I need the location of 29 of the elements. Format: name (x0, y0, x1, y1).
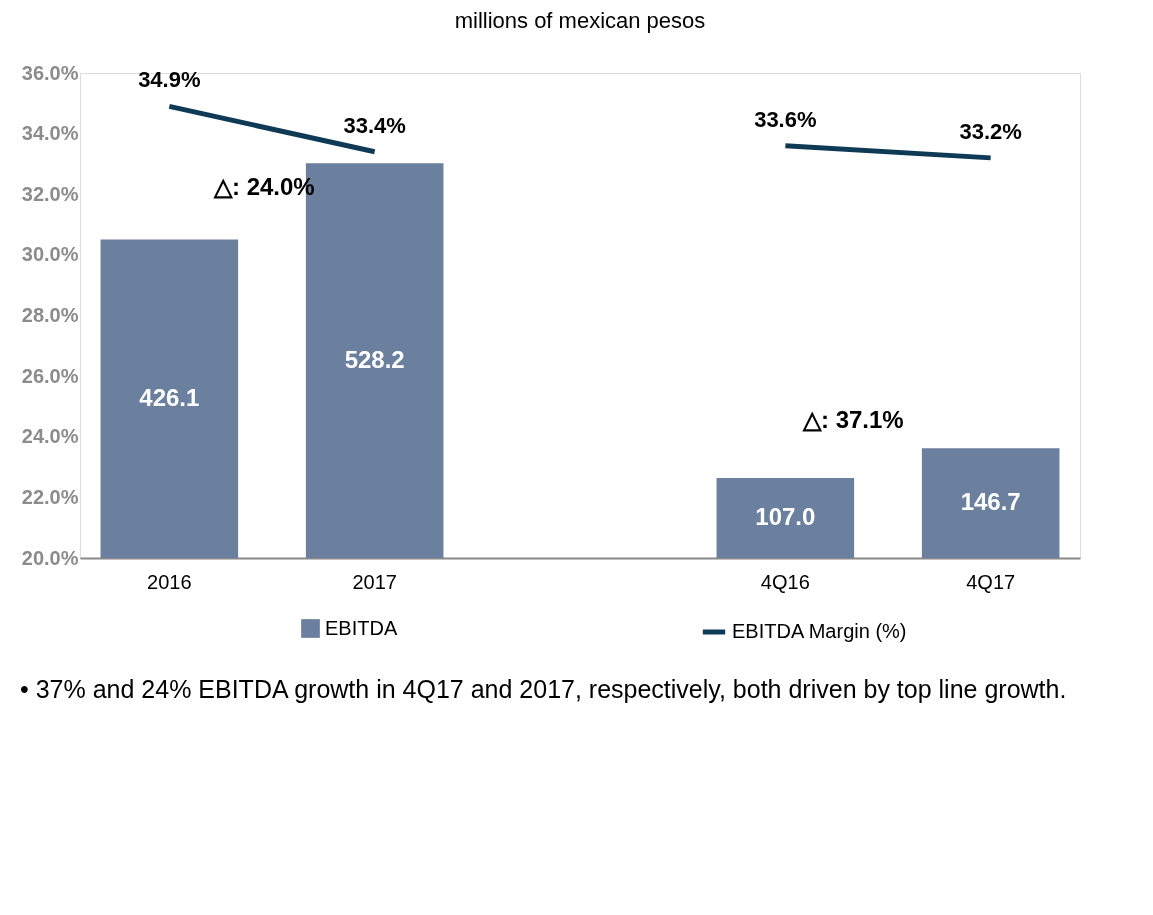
y-tick-label: 32.0% (21, 182, 79, 205)
y-tick-label: 36.0% (21, 61, 79, 84)
y-tick-label: 28.0% (21, 304, 79, 326)
data-label: 33.6% (754, 106, 817, 132)
data-label: 34.9% (138, 67, 201, 93)
data-label: 528.2 (344, 345, 405, 373)
y-tick-label: 30.0% (21, 243, 79, 266)
legend-label: EBITDA Margin (%) (732, 620, 907, 642)
y-tick-label: 34.0% (21, 122, 79, 145)
bar (100, 239, 239, 558)
annotation: △: 37.1% (802, 406, 904, 433)
x-tick-label: 2017 (352, 570, 397, 593)
bar (716, 478, 855, 558)
y-tick-label: 20.0% (21, 546, 79, 569)
chart-title: millions of mexican pesos (454, 8, 706, 33)
data-label: 33.2% (959, 118, 1022, 144)
y-tick-label: 26.0% (21, 364, 79, 387)
y-tick-label: 22.0% (21, 485, 79, 508)
data-label: 426.1 (139, 383, 200, 411)
x-tick-label: 2016 (147, 570, 192, 593)
legend-label: EBITDA (325, 616, 398, 639)
y-tick-label: 24.0% (21, 425, 79, 448)
data-label: 146.7 (960, 488, 1021, 516)
data-label: 107.0 (755, 503, 816, 531)
data-label: 33.4% (343, 112, 406, 138)
x-tick-label: 4Q16 (760, 570, 810, 593)
text: • 37% and 24% EBITDA growth in 4Q17 and 2017, respectively, both driven by top line growth. (20, 675, 1067, 703)
x-tick-label: 4Q17 (966, 570, 1016, 593)
bar (921, 448, 1060, 558)
